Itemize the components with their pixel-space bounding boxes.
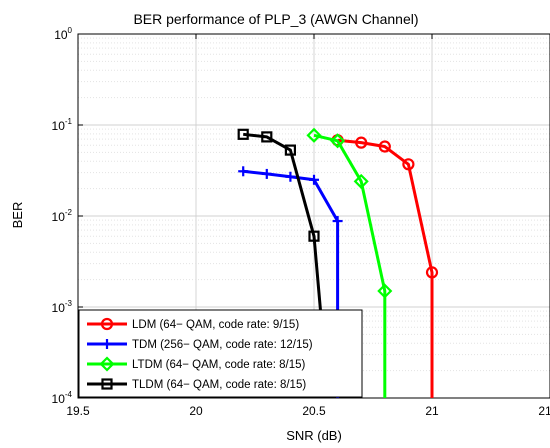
x-tick-label: 20.5 — [302, 404, 326, 418]
legend-entry: LTDM (64− QAM, code rate: 8/15) — [87, 356, 305, 372]
legend-label: TLDM (64− QAM, code rate: 8/15) — [132, 379, 306, 391]
data-point-plus — [332, 216, 343, 227]
legend: LDM (64− QAM, code rate: 9/15) TDM (256− … — [78, 309, 363, 398]
legend-entry: TDM (256− QAM, code rate: 12/15) — [87, 339, 313, 351]
data-point-diamond — [99, 356, 115, 372]
x-tick-label: 21.5 — [538, 404, 550, 418]
data-point-circle — [425, 266, 439, 279]
series-layer — [237, 127, 439, 399]
y-axis-label: BER — [10, 202, 25, 229]
data-point-diamond — [377, 283, 393, 299]
x-axis-label: SNR (dB) — [286, 428, 342, 443]
series-tdm — [238, 166, 343, 398]
data-point-square — [101, 378, 113, 390]
y-tick-label: 10-1 — [52, 117, 73, 133]
series-ltdm — [306, 127, 393, 398]
legend-label: LDM (64− QAM, code rate: 9/15) — [132, 319, 299, 331]
data-point-plus — [309, 174, 319, 185]
y-tick-label: 10-4 — [52, 390, 73, 406]
x-tick-label: 19.5 — [66, 404, 90, 418]
data-point-plus — [102, 339, 112, 349]
data-point-square — [261, 131, 273, 143]
data-point-plus — [285, 171, 296, 182]
data-point-square — [308, 230, 320, 242]
data-point-plus — [261, 168, 272, 179]
series-line — [313, 133, 387, 398]
chart-title: BER performance of PLP_3 (AWGN Channel) — [133, 11, 418, 27]
x-tick-label: 21 — [425, 404, 439, 418]
data-point-circle — [355, 136, 368, 149]
tick-labels: 19.5 20 20.5 21 21.5 100 10-1 10-2 10-3 10-4 — [52, 26, 550, 418]
series-tldm — [237, 128, 330, 399]
y-tick-label: 10-3 — [52, 299, 73, 315]
data-point-circle — [378, 140, 391, 153]
data-point-circle — [100, 317, 114, 331]
data-point-diamond — [353, 173, 369, 189]
data-point-diamond — [330, 133, 346, 149]
data-point-plus — [238, 166, 249, 177]
y-tick-label: 10-2 — [52, 208, 73, 224]
x-tick-label: 20 — [189, 404, 203, 418]
series-line — [243, 132, 330, 399]
legend-label: TDM (256− QAM, code rate: 12/15) — [132, 339, 313, 351]
grid-lines — [77, 34, 550, 399]
data-point-circle — [402, 158, 415, 171]
data-point-square — [237, 128, 249, 140]
data-point-square — [284, 144, 296, 156]
legend-entry: LDM (64− QAM, code rate: 9/15) — [87, 317, 299, 331]
legend-entry: TLDM (64− QAM, code rate: 8/15) — [87, 378, 306, 391]
data-point-diamond — [306, 127, 322, 143]
y-tick-label: 100 — [54, 26, 72, 42]
legend-label: LTDM (64− QAM, code rate: 8/15) — [132, 359, 305, 371]
